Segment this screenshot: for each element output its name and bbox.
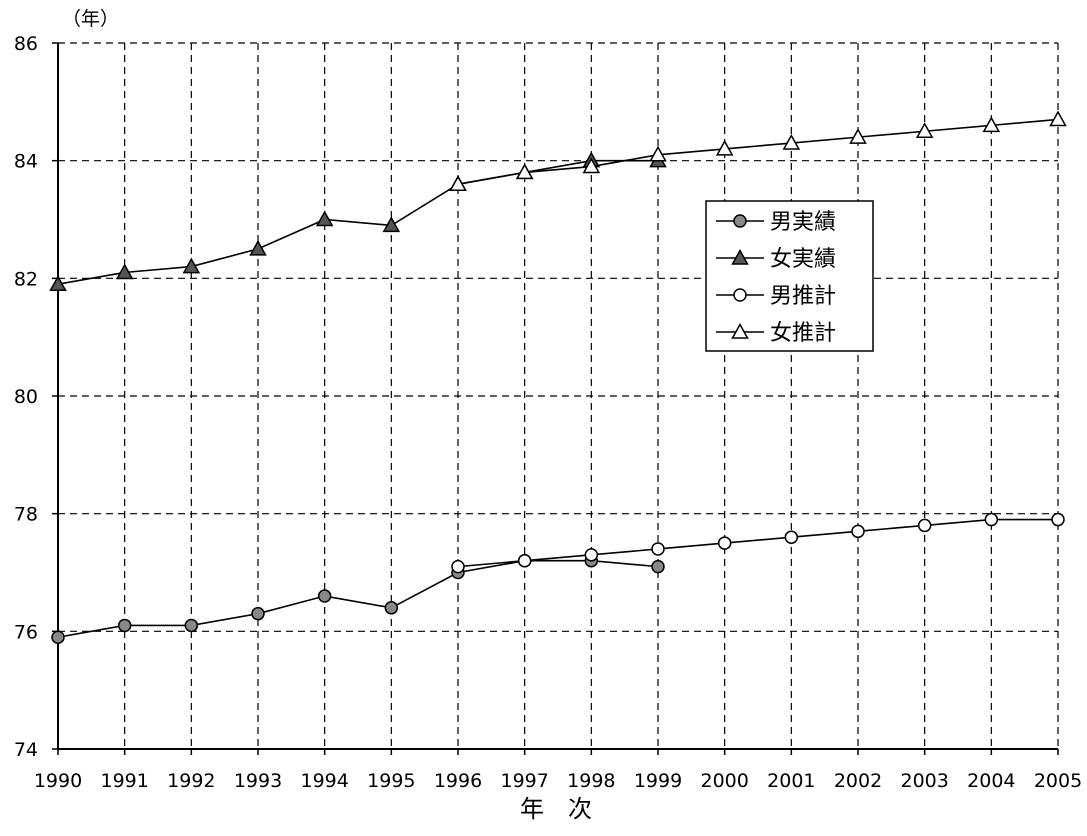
data-point <box>651 559 665 574</box>
y-tick-label: 74 <box>14 739 38 761</box>
data-point <box>451 559 465 574</box>
data-point <box>915 122 934 138</box>
data-point <box>315 210 334 227</box>
data-point <box>51 630 65 644</box>
legend-marker <box>731 322 749 339</box>
data-point <box>1051 512 1065 527</box>
data-point <box>851 524 865 539</box>
data-point <box>515 163 534 180</box>
x-tick-label: 1999 <box>634 770 682 792</box>
data-point <box>251 606 265 621</box>
x-tick-label: 2005 <box>1034 770 1082 792</box>
data-point <box>649 145 667 162</box>
data-point <box>249 239 267 256</box>
legend-marker <box>733 214 747 228</box>
data-point <box>782 133 801 150</box>
data-point <box>117 618 132 633</box>
y-tick-label: 78 <box>14 504 38 526</box>
legend-marker <box>731 248 749 265</box>
data-point <box>449 175 467 191</box>
data-point <box>1049 110 1067 127</box>
data-point <box>184 618 199 633</box>
data-point <box>584 548 599 562</box>
x-tick-label: 2003 <box>900 770 948 792</box>
data-point <box>982 116 1001 133</box>
data-point <box>115 263 134 280</box>
y-tick-label: 76 <box>14 621 38 643</box>
legend-label: 男実績 <box>770 210 836 235</box>
data-point <box>517 553 532 568</box>
data-point <box>582 157 601 174</box>
series-line <box>457 118 1059 185</box>
legend-label: 女実績 <box>770 247 836 272</box>
x-tick-label: 1992 <box>167 770 215 792</box>
data-point <box>717 536 732 550</box>
series-3 <box>451 512 1065 574</box>
x-tick-label: 1993 <box>234 770 282 792</box>
data-point <box>382 216 401 233</box>
data-point <box>49 275 67 291</box>
data-point <box>182 257 201 274</box>
data-point <box>651 542 665 556</box>
data-point <box>384 601 399 615</box>
y-tick-label: 80 <box>14 386 38 408</box>
x-tick-label: 1997 <box>500 770 548 792</box>
y-tick-label: 84 <box>14 151 38 173</box>
x-axis-title: 年 次 <box>520 795 592 823</box>
y-tick-label: 86 <box>14 33 38 55</box>
x-tick-label: 1994 <box>300 770 348 792</box>
x-tick-label: 1995 <box>367 770 415 792</box>
series-line <box>57 559 659 639</box>
x-tick-label: 2002 <box>834 770 882 792</box>
series-line <box>457 518 1058 568</box>
series-1 <box>51 553 665 644</box>
data-point <box>917 518 932 533</box>
x-tick-label: 1998 <box>567 770 615 792</box>
data-point <box>984 512 999 527</box>
data-point <box>317 589 332 603</box>
legend-box <box>705 200 874 352</box>
x-tick-label: 2004 <box>967 770 1015 792</box>
x-tick-label: 2000 <box>700 770 748 792</box>
x-tick-label: 1996 <box>434 770 482 792</box>
legend-label: 女推計 <box>770 321 836 346</box>
series-2 <box>49 151 667 291</box>
data-point <box>849 128 867 144</box>
data-point <box>784 530 799 544</box>
axes: 74 76 78 80 82 84 86 1990 1991 1992 1993 1994 1995 19… <box>14 33 1082 792</box>
legend-label: 男推計 <box>770 284 836 309</box>
series-4 <box>449 110 1067 191</box>
series-line <box>57 159 658 286</box>
y-unit-label: （年） <box>62 8 119 30</box>
x-tick-label: 2001 <box>767 770 815 792</box>
legend-marker <box>733 288 747 302</box>
x-tick-label: 1991 <box>100 770 148 792</box>
grid <box>58 42 1059 749</box>
data-point <box>715 139 734 156</box>
x-tick-label: 1990 <box>34 770 82 792</box>
y-tick-label: 82 <box>14 268 38 290</box>
series-group <box>49 110 1067 644</box>
